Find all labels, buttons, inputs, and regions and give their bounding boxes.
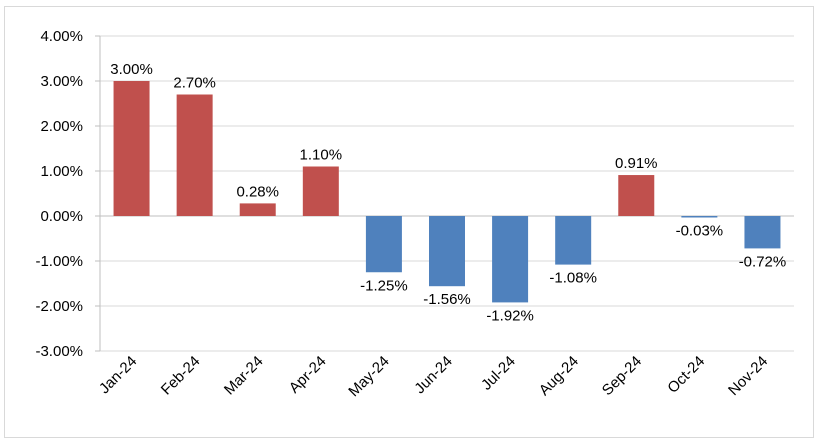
x-tick-label: Jul-24 (478, 353, 519, 394)
x-axis-ticks: Jan-24 Feb-24 Mar-24 Apr-24 May-24 Jun-24 Jul-… (96, 353, 771, 400)
data-label: -0.72% (739, 253, 787, 270)
data-label: 3.00% (110, 61, 153, 78)
data-label: 0.28% (236, 183, 279, 200)
data-label: -1.92% (486, 307, 534, 324)
x-tick-label: Nov-24 (725, 353, 771, 399)
y-tick-label: -3.00% (35, 343, 83, 360)
bar-aug-24 (555, 216, 592, 265)
x-tick-label: Oct-24 (664, 353, 708, 397)
y-tick-label: -1.00% (35, 253, 83, 270)
data-label: -1.08% (549, 270, 597, 287)
bar-may-24 (365, 216, 402, 273)
y-tick-label: 3.00% (40, 73, 83, 90)
x-tick-label: Aug-24 (536, 353, 582, 399)
y-tick-label: 4.00% (40, 28, 83, 45)
y-tick-label: -2.00% (35, 298, 83, 315)
y-axis-ticks: 4.00% 3.00% 2.00% 1.00% 0.00% -1.00% -2.00% -3.… (35, 28, 101, 360)
data-label: -1.25% (360, 277, 408, 294)
y-tick-label: 2.00% (40, 118, 83, 135)
x-tick-label: Sep-24 (599, 353, 645, 399)
bar-mar-24 (239, 203, 276, 216)
bar-sep-24 (618, 175, 655, 216)
chart-frame (4, 6, 814, 438)
y-tick-label: 0.00% (40, 208, 83, 225)
bar-nov-24 (744, 216, 781, 249)
bars (113, 81, 781, 303)
bar-feb-24 (176, 94, 213, 216)
y-tick-label: 1.00% (40, 163, 83, 180)
x-tick-label: May-24 (345, 353, 392, 400)
bar-jan-24 (113, 81, 150, 216)
data-label: 2.70% (173, 75, 216, 92)
x-tick-label: Jun-24 (411, 353, 455, 397)
bar-jun-24 (429, 216, 465, 287)
data-label: 1.10% (300, 147, 343, 164)
x-tick-label: Feb-24 (158, 353, 204, 399)
data-label: -1.56% (423, 291, 471, 308)
x-tick-label: Mar-24 (221, 353, 267, 399)
x-tick-label: Jan-24 (96, 353, 140, 397)
data-label: 0.91% (615, 155, 658, 172)
bar-jul-24 (492, 216, 529, 303)
x-tick-label: Apr-24 (286, 353, 330, 397)
bar-oct-24 (681, 216, 718, 218)
data-labels: 3.00% 2.70% 0.28% 1.10% -1.25% -1.56% -1.92% -1… (110, 61, 786, 324)
data-label: -0.03% (676, 222, 724, 239)
bar-apr-24 (302, 166, 339, 216)
